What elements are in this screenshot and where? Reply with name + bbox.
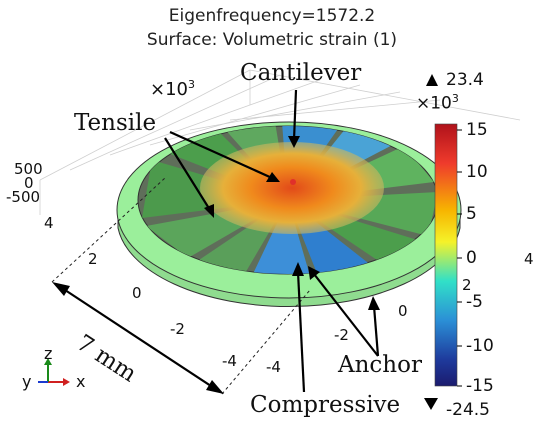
title-surface: Surface: Volumetric strain (1) (146, 30, 398, 50)
x-tick: -2 (334, 326, 349, 344)
y-tick: -4 (222, 352, 237, 370)
x-tick: -4 (266, 358, 281, 376)
x-tick: 4 (524, 250, 534, 268)
z-tick: -500 (6, 188, 41, 206)
colorbar-tick: 0 (466, 248, 477, 268)
axis-triad (38, 358, 70, 386)
label-anchor: Anchor (338, 352, 422, 378)
colorbar-min: -24.5 (446, 400, 490, 420)
x-tick: 0 (398, 302, 408, 320)
colorbar-ticks (457, 129, 462, 387)
label-compressive: Compressive (250, 392, 401, 418)
colorbar-tick: 5 (466, 204, 477, 224)
colorbar-exponent: ×103 (416, 92, 459, 114)
min-marker-icon (424, 398, 438, 410)
title-eigenfrequency: Eigenfrequency=1572.2 (168, 6, 376, 26)
y-tick: 2 (88, 250, 98, 268)
dimension-guides (51, 177, 311, 395)
triad-y: y (22, 372, 32, 391)
y-tick: -2 (170, 320, 185, 338)
colorbar (434, 123, 458, 387)
colorbar-tick: 15 (466, 120, 488, 140)
colorbar-tick: -5 (466, 292, 483, 312)
colorbar-tick: 10 (466, 162, 488, 182)
label-tensile: Tensile (74, 110, 157, 136)
max-marker-icon (426, 74, 438, 86)
dimension-arrow (52, 282, 224, 394)
axis-exponent: ×103 (150, 78, 195, 100)
z-tick: 500 (14, 160, 43, 178)
y-tick: 0 (132, 284, 142, 302)
colorbar-tick: -10 (466, 336, 494, 356)
colorbar-max: 23.4 (446, 70, 484, 90)
triad-z: z (44, 344, 53, 363)
z-tick: 0 (24, 174, 34, 192)
annotation-arrows (164, 89, 380, 393)
triad-x: x (76, 372, 86, 391)
x-tick: 2 (462, 276, 472, 294)
label-cantilever: Cantilever (240, 60, 362, 86)
y-tick: 4 (44, 214, 54, 232)
colorbar-tick: -15 (466, 376, 494, 396)
grid-lines (39, 69, 521, 215)
